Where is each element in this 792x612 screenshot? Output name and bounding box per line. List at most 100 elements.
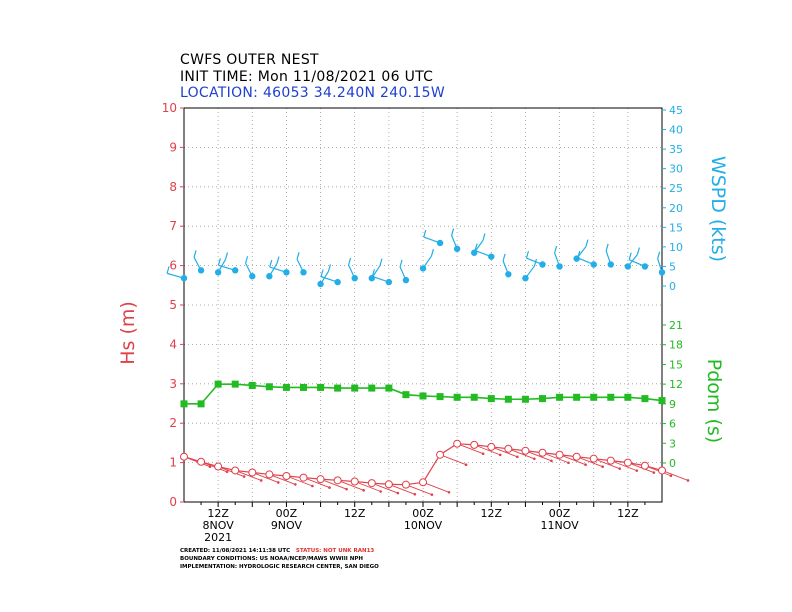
wind-barb-flag — [636, 247, 640, 255]
wind-barb-flag — [347, 257, 352, 266]
wind-barb-flag — [320, 269, 324, 277]
wspd-point — [505, 271, 512, 278]
wind-barb-flag — [217, 258, 221, 266]
hs-point — [248, 468, 257, 477]
hs-direction-dot — [447, 491, 451, 494]
wspd-point — [197, 267, 205, 274]
hs-point — [436, 450, 445, 459]
wind-barb-flag — [399, 259, 403, 268]
hs-direction-dot — [550, 459, 553, 463]
pdom-tick-label: 21 — [669, 319, 683, 332]
hs-direction — [286, 475, 313, 487]
wind-barb-flag — [451, 228, 455, 236]
hs-direction — [491, 446, 518, 458]
x-tick-label: 12Z — [617, 507, 639, 520]
hs-axis-label: Hs (m) — [116, 301, 139, 365]
hs-axis: 0 1 2 3 4 5 6 7 8 9 10 — [162, 101, 184, 509]
hs-direction-dot — [276, 481, 280, 484]
x-tick-label: 00Z — [412, 507, 434, 520]
hs-direction-dot — [601, 465, 604, 468]
chart-title: CWFS OUTER NEST — [180, 52, 319, 68]
hs-direction-dot — [294, 483, 297, 486]
wspd-axis: 0 5 10 15 20 25 30 35 40 45 — [662, 104, 683, 293]
hs-direction — [320, 478, 347, 490]
hs-direction — [456, 443, 484, 455]
wspd-tick-label: 10 — [669, 241, 683, 254]
hs-series — [180, 439, 690, 496]
hs-direction-dot — [652, 471, 656, 474]
wspd-point — [436, 239, 444, 247]
wspd-point — [590, 261, 597, 268]
hs-direction — [525, 450, 552, 462]
pdom-point — [368, 384, 376, 392]
pdom-point — [504, 395, 512, 403]
hs-tick-label: 5 — [169, 298, 177, 312]
hs-point — [401, 480, 410, 489]
hs-tick-label: 8 — [169, 180, 177, 194]
hs-direction-dot — [311, 484, 314, 488]
wspd-tick-label: 5 — [669, 260, 676, 273]
wspd-point — [214, 269, 222, 276]
wspd-point — [641, 263, 649, 270]
pdom-point — [470, 393, 478, 401]
pdom-tick-label: 3 — [669, 437, 676, 450]
wspd-tick-label: 20 — [669, 202, 683, 215]
hs-direction — [474, 444, 501, 456]
hs-direction — [388, 483, 416, 495]
hs-point — [640, 461, 649, 470]
pdom-point — [231, 380, 239, 388]
init-time: INIT TIME: Mon 11/08/2021 06 UTC — [180, 69, 434, 85]
hs-point — [623, 458, 632, 467]
wind-barb-flag — [525, 250, 530, 259]
pdom-series — [180, 380, 666, 408]
hs-point — [316, 475, 325, 484]
hs-direction — [627, 462, 655, 474]
wspd-point — [351, 274, 358, 282]
wspd-series — [166, 228, 666, 288]
hs-point — [470, 440, 479, 449]
hs-point — [555, 450, 564, 459]
hs-direction-dot — [533, 457, 536, 461]
hs-tick-label: 0 — [169, 495, 177, 509]
footer-status: STATUS: NOT UNK RAN13 — [295, 548, 375, 554]
x-tick-label: 00Z — [549, 507, 571, 520]
pdom-point — [334, 384, 342, 392]
hs-direction-dot — [208, 465, 212, 468]
hs-direction-dot — [242, 475, 246, 478]
wind-barb-flag — [482, 233, 486, 241]
hs-direction — [337, 479, 364, 491]
wind-barb-flag — [554, 245, 558, 254]
hs-tick-label: 10 — [162, 101, 177, 115]
pdom-point — [300, 383, 307, 391]
hs-tick-label: 4 — [169, 337, 177, 351]
hs-direction-dot — [413, 492, 417, 496]
hs-point — [419, 478, 427, 487]
wspd-point — [453, 245, 461, 253]
pdom-tick-label: 12 — [669, 378, 683, 391]
hs-direction-dot — [464, 463, 468, 467]
hs-tick-label: 6 — [169, 259, 177, 273]
pdom-point — [214, 380, 222, 388]
hs-direction-dot — [567, 461, 570, 465]
footer-implementation: IMPLEMENTATION: HYDROLOGIC RESEARCH CENT… — [180, 564, 379, 570]
hs-tick-label: 1 — [169, 456, 177, 470]
hs-direction — [422, 481, 450, 493]
hs-tick-label: 3 — [169, 377, 177, 391]
wspd-point — [658, 269, 666, 276]
pdom-point — [573, 393, 581, 401]
hs-direction — [354, 481, 381, 492]
pdom-point — [556, 393, 564, 401]
hs-direction — [559, 454, 586, 466]
pdom-point — [453, 393, 461, 401]
hs-point — [606, 456, 615, 465]
hs-point — [487, 442, 496, 451]
wind-barb-flag — [502, 253, 506, 262]
grid — [184, 108, 662, 502]
pdom-point — [402, 391, 410, 399]
hs-direction-dot — [328, 486, 331, 489]
hs-direction-dot — [345, 487, 348, 491]
hs-point — [538, 448, 547, 457]
hs-direction — [405, 484, 433, 496]
x-tick-label: 12Z — [344, 507, 366, 520]
